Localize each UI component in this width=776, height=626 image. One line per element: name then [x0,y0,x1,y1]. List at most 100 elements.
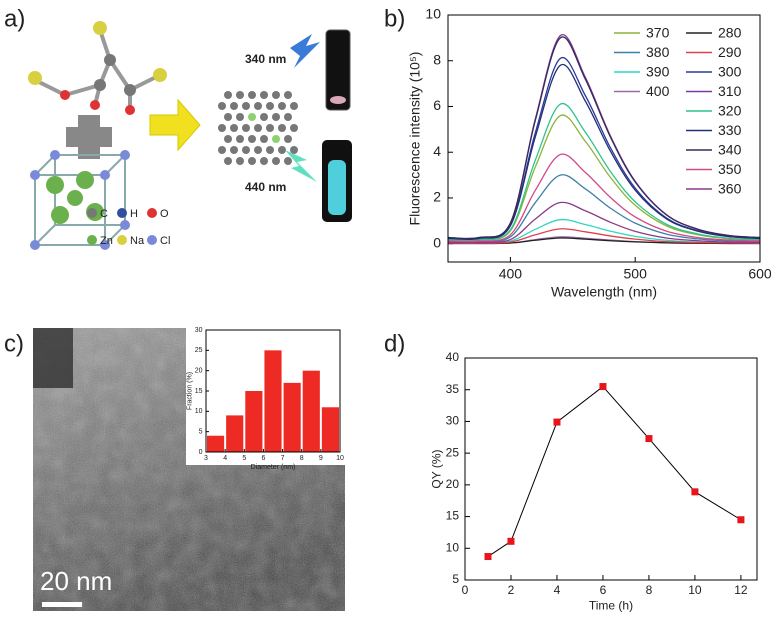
legend-label: 360 [718,181,742,197]
bar [245,391,263,452]
emission-label: 440 nm [245,180,286,194]
atom-label: H [130,208,138,220]
legend-label: 340 [718,142,742,158]
legend-label: 350 [718,161,742,177]
y-tick-label: 2 [433,189,441,205]
legend-label: 400 [646,83,670,99]
data-line [447,153,761,243]
x-axis-label: Wavelength (nm) [551,284,657,300]
panel-label: a) [4,5,25,32]
legend-label: 280 [718,25,742,41]
y-tick-label: 20 [446,477,460,491]
x-tick-label: 4 [554,583,561,597]
x-tick-label: 7 [281,455,285,462]
y-tick-label: 20 [195,368,203,375]
x-axis-label: Time (h) [589,599,633,613]
y-tick-label: 30 [195,327,203,334]
x-tick-label: 8 [646,583,653,597]
data-line [487,385,742,557]
bar [321,407,339,452]
data-point [691,488,699,496]
y-tick-label: 15 [446,509,460,523]
atom-label: C [100,208,108,220]
y-tick-label: 15 [195,388,203,395]
excitation-label: 340 nm [245,52,286,66]
data-line [447,36,761,240]
x-tick-label: 0 [462,583,469,597]
x-tick-label: 10 [688,583,702,597]
y-tick-label: 8 [433,51,441,67]
atom-legend: C H O Zn Na Cl [87,208,170,247]
y-tick-label: 25 [446,445,460,459]
legend-label: 380 [646,44,670,60]
bar [226,415,244,452]
bar [283,382,301,452]
x-tick-label: 5 [242,455,246,462]
y-axis-label: Fluorescence intensity (10⁵) [407,52,423,226]
data-point [484,553,492,561]
data-line [447,57,761,240]
panel-label: c) [4,330,24,357]
data-line [447,63,761,241]
atom-label: O [160,208,169,220]
panel-label: b) [384,5,405,32]
bar [264,350,282,452]
y-tick-label: 0 [433,234,441,250]
x-tick-label: 500 [624,265,648,281]
data-line [447,102,761,241]
x-tick-label: 600 [748,265,772,281]
x-tick-label: 400 [499,265,523,281]
y-axis-label: Fraction (%) [187,372,194,410]
y-tick-label: 30 [446,414,460,428]
plot-frame [464,357,758,581]
legend-label: 310 [718,83,742,99]
y-tick-label: 10 [425,6,441,22]
scale-bar [42,602,82,607]
bar [302,370,320,452]
micrograph [33,325,348,611]
y-tick-label: 4 [433,143,441,159]
y-tick-label: 40 [446,350,460,364]
data-line [447,34,761,240]
legend-label: 390 [646,64,670,80]
atom-label: Na [130,235,145,247]
plot-frame [205,329,341,453]
y-tick-label: 0 [199,449,203,456]
y-axis-label: QY (%) [430,449,444,488]
data-point [553,418,561,426]
y-tick-label: 5 [199,429,203,436]
data-point [599,383,607,391]
x-tick-label: 12 [734,583,748,597]
y-tick-label: 5 [452,572,459,586]
y-tick-label: 35 [446,382,460,396]
x-tick-label: 6 [600,583,607,597]
data-point [507,537,515,545]
panel-label: d) [384,330,405,357]
legend-label: 320 [718,103,742,119]
atom-label: Cl [160,235,170,247]
x-tick-label: 4 [223,455,227,462]
x-tick-label: 6 [261,455,265,462]
x-axis-label: Diameter (nm) [251,464,296,471]
x-tick-label: 8 [300,455,304,462]
y-tick-label: 6 [433,97,441,113]
legend-label: 290 [718,44,742,60]
plot-frame [447,14,761,263]
scale-bar-label: 20 nm [40,566,112,596]
x-tick-label: 2 [508,583,515,597]
data-line [447,201,761,244]
atom-label: Zn [100,235,113,247]
legend-label: 370 [646,25,670,41]
x-tick-label: 9 [319,455,323,462]
schematic [28,21,352,250]
data-point [737,516,745,524]
bar [207,435,225,452]
data-point [645,435,653,443]
y-tick-label: 25 [195,347,203,354]
data-line [447,228,761,244]
legend-label: 330 [718,122,742,138]
data-line [447,237,761,245]
data-line [447,174,761,243]
x-tick-label: 10 [336,455,344,462]
